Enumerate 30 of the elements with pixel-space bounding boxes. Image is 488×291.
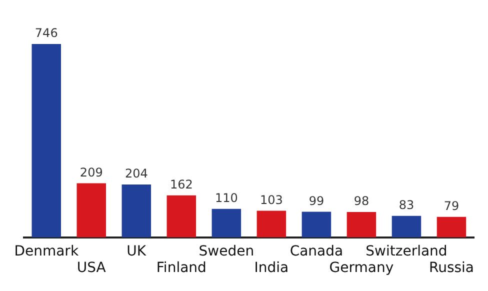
- x-tick-label: Finland: [156, 260, 206, 276]
- x-tick-label: Switzerland: [366, 243, 448, 260]
- x-tick-label: UK: [126, 243, 147, 260]
- bar: [256, 210, 286, 238]
- data-label: 83: [398, 198, 414, 212]
- data-label: 162: [170, 178, 193, 192]
- data-label: 99: [308, 194, 324, 208]
- bar: [122, 184, 152, 238]
- bar: [212, 208, 242, 238]
- data-label: 209: [80, 165, 103, 180]
- data-label: 98: [354, 194, 370, 208]
- data-label: 746: [34, 26, 58, 40]
- data-label: 204: [124, 166, 148, 181]
- bar: [302, 212, 332, 238]
- bar: [166, 195, 196, 238]
- bar: [76, 183, 106, 238]
- x-tick-label: Germany: [329, 260, 394, 276]
- x-tick-label: India: [254, 260, 289, 276]
- x-tick-label: Sweden: [198, 243, 254, 260]
- data-label: 103: [260, 192, 283, 207]
- data-label: 110: [214, 191, 238, 206]
- x-tick-label: Canada: [290, 243, 344, 260]
- x-tick-label: Denmark: [14, 243, 80, 260]
- bar: [32, 44, 62, 238]
- bar: [392, 216, 422, 238]
- data-label: 79: [444, 199, 460, 214]
- bar: [346, 212, 376, 238]
- x-tick-label: Russia: [428, 260, 474, 276]
- x-tick-label: USA: [76, 260, 106, 276]
- bar: [436, 216, 466, 238]
